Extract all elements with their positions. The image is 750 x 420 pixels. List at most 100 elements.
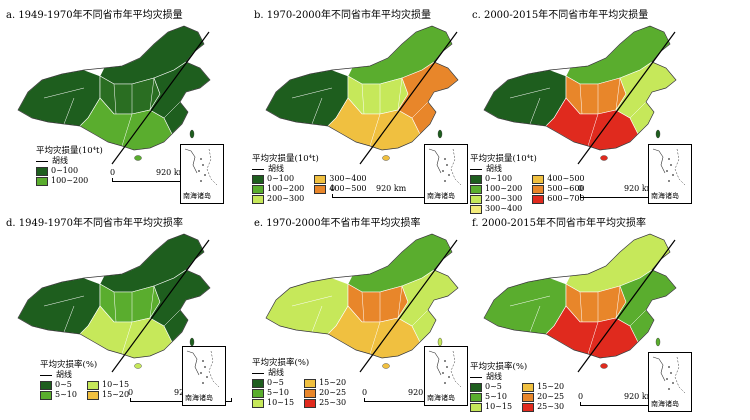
province-border bbox=[529, 305, 541, 333]
hainan-island bbox=[600, 363, 608, 369]
legend-swatch bbox=[40, 380, 52, 390]
hainan-island bbox=[382, 363, 390, 369]
legend: 平均灾损率(%) 胡线 0~5 5~10 10~15 15~20 20~25 25~30 bbox=[252, 358, 346, 408]
legend-item: 0~5 bbox=[40, 380, 77, 390]
legend-columns: 0~5 5~10 10~15 15~20 20~25 25~30 bbox=[252, 378, 346, 408]
province-region bbox=[483, 69, 567, 127]
inset-island-dot bbox=[204, 174, 206, 176]
legend-swatch bbox=[532, 174, 545, 184]
legend-swatch bbox=[252, 194, 264, 204]
legend-line-label: 胡线 bbox=[268, 164, 284, 173]
legend-swatch bbox=[532, 194, 545, 204]
legend-label: 15~20 bbox=[101, 390, 130, 399]
province-border bbox=[121, 113, 133, 147]
map-panel-c: c. 2000-2015年不同省市年平均灾损量 平均灾损量(10⁴t) 胡线 0~1… bbox=[470, 6, 698, 214]
inset-island-dot bbox=[200, 180, 202, 182]
legend-item: 100~200 bbox=[36, 176, 88, 186]
legend-label: 25~30 bbox=[319, 398, 347, 407]
legend-label: 5~10 bbox=[267, 388, 289, 397]
map-panel-b: b. 1970-2000年不同省市年平均灾损量 平均灾损量(10⁴t) 胡线 0~1… bbox=[252, 6, 480, 206]
legend-swatch bbox=[522, 402, 535, 412]
inset-coastline bbox=[186, 350, 200, 376]
china-choropleth-map bbox=[483, 233, 677, 373]
province-region bbox=[17, 69, 101, 127]
south-china-sea-inset: 南海诸岛 bbox=[648, 144, 692, 204]
province-region bbox=[17, 277, 101, 335]
panel-title: b. 1970-2000年不同省市年平均灾损量 bbox=[254, 10, 432, 21]
legend-hu-line: 胡线 bbox=[470, 372, 564, 382]
legend-line-label: 胡线 bbox=[52, 156, 68, 165]
south-china-sea-inset: 南海诸岛 bbox=[182, 346, 226, 406]
panel-title: f. 2000-2015年不同省市年平均灾损率 bbox=[472, 218, 646, 229]
legend-item: 5~10 bbox=[470, 392, 512, 402]
legend-item: 300~400 bbox=[314, 174, 367, 184]
south-china-sea-inset: 南海诸岛 bbox=[648, 352, 692, 412]
legend-label: 15~20 bbox=[537, 382, 565, 391]
legend-columns: 0~100 100~200 200~300 300~400 400~500 bbox=[252, 174, 367, 204]
inset-island-dot bbox=[668, 366, 670, 368]
legend-line-label: 胡线 bbox=[486, 164, 502, 173]
province-region bbox=[265, 277, 349, 335]
province-border bbox=[553, 305, 567, 327]
legend-columns: 0~100 100~200 bbox=[36, 166, 103, 186]
legend-item: 100~200 bbox=[470, 184, 522, 194]
legend-item: 200~300 bbox=[252, 194, 304, 204]
country-outline bbox=[483, 25, 677, 151]
scale-label: 920 km bbox=[408, 388, 438, 397]
legend-column: 0~5 5~10 10~15 bbox=[252, 378, 294, 408]
inset-boundary bbox=[674, 148, 686, 186]
country-outline bbox=[265, 25, 459, 151]
china-choropleth-map bbox=[265, 233, 459, 373]
legend-title: 平均灾损量(10⁴t) bbox=[36, 146, 103, 156]
province-border bbox=[397, 285, 403, 319]
legend: 平均灾损率(%) 胡线 0~5 5~10 10~15 15~20 bbox=[40, 360, 129, 400]
legend-swatch bbox=[252, 398, 264, 408]
province-border bbox=[579, 83, 583, 115]
inset-island-dot bbox=[442, 170, 444, 172]
legend-label: 20~25 bbox=[537, 392, 565, 401]
inset-island-dot bbox=[666, 378, 668, 380]
legend-swatch bbox=[252, 184, 264, 194]
province-border bbox=[121, 321, 133, 355]
map-panel-f: f. 2000-2015年不同省市年平均灾损率 平均灾损率(%) 胡线 0~5 5~1… bbox=[470, 214, 698, 414]
legend-column: 0~100 100~200 bbox=[36, 166, 88, 186]
province-border bbox=[335, 97, 349, 119]
scale-zero: 0 bbox=[128, 388, 134, 397]
inset-islands bbox=[428, 148, 462, 186]
legend-label: 0~100 bbox=[51, 166, 79, 175]
scale-zero: 0 bbox=[578, 184, 584, 193]
legend-item: 0~100 bbox=[36, 166, 88, 176]
china-choropleth-map bbox=[483, 25, 677, 165]
inset-island-dot bbox=[200, 372, 202, 374]
inset-islands bbox=[428, 350, 462, 388]
legend-label: 0~5 bbox=[485, 382, 502, 391]
legend-item: 10~15 bbox=[470, 402, 512, 412]
legend-label: 300~400 bbox=[485, 204, 523, 213]
country-outline bbox=[265, 233, 459, 359]
province-border bbox=[311, 97, 323, 125]
province-border bbox=[163, 101, 181, 119]
inset-island-dot bbox=[668, 388, 670, 390]
legend-hu-line: 胡线 bbox=[470, 164, 585, 174]
province-border bbox=[113, 291, 117, 323]
legend-item: 25~30 bbox=[522, 402, 564, 412]
inset-island-dot bbox=[672, 174, 674, 176]
legend-label: 20~25 bbox=[319, 388, 347, 397]
legend-label: 0~100 bbox=[485, 174, 513, 183]
legend-swatch bbox=[532, 184, 545, 194]
legend-label: 0~100 bbox=[267, 174, 295, 183]
legend-swatch bbox=[40, 390, 52, 400]
province-border bbox=[149, 285, 155, 319]
legend-swatch bbox=[470, 204, 482, 214]
province-border bbox=[615, 77, 621, 111]
legend: 平均灾损量(10⁴t) 胡线 0~100 100~200 200~300 300~400 4… bbox=[252, 154, 367, 204]
province-border bbox=[629, 101, 647, 119]
legend-item: 100~200 bbox=[252, 184, 304, 194]
legend-column: 0~100 100~200 200~300 300~400 bbox=[470, 174, 522, 214]
legend-swatch bbox=[314, 184, 327, 194]
scale-zero: 0 bbox=[330, 184, 336, 193]
inset-islands bbox=[186, 350, 220, 388]
legend-item: 500~600 bbox=[532, 184, 585, 194]
legend-column: 0~5 5~10 10~15 bbox=[470, 382, 512, 412]
legend-item: 0~5 bbox=[252, 378, 294, 388]
